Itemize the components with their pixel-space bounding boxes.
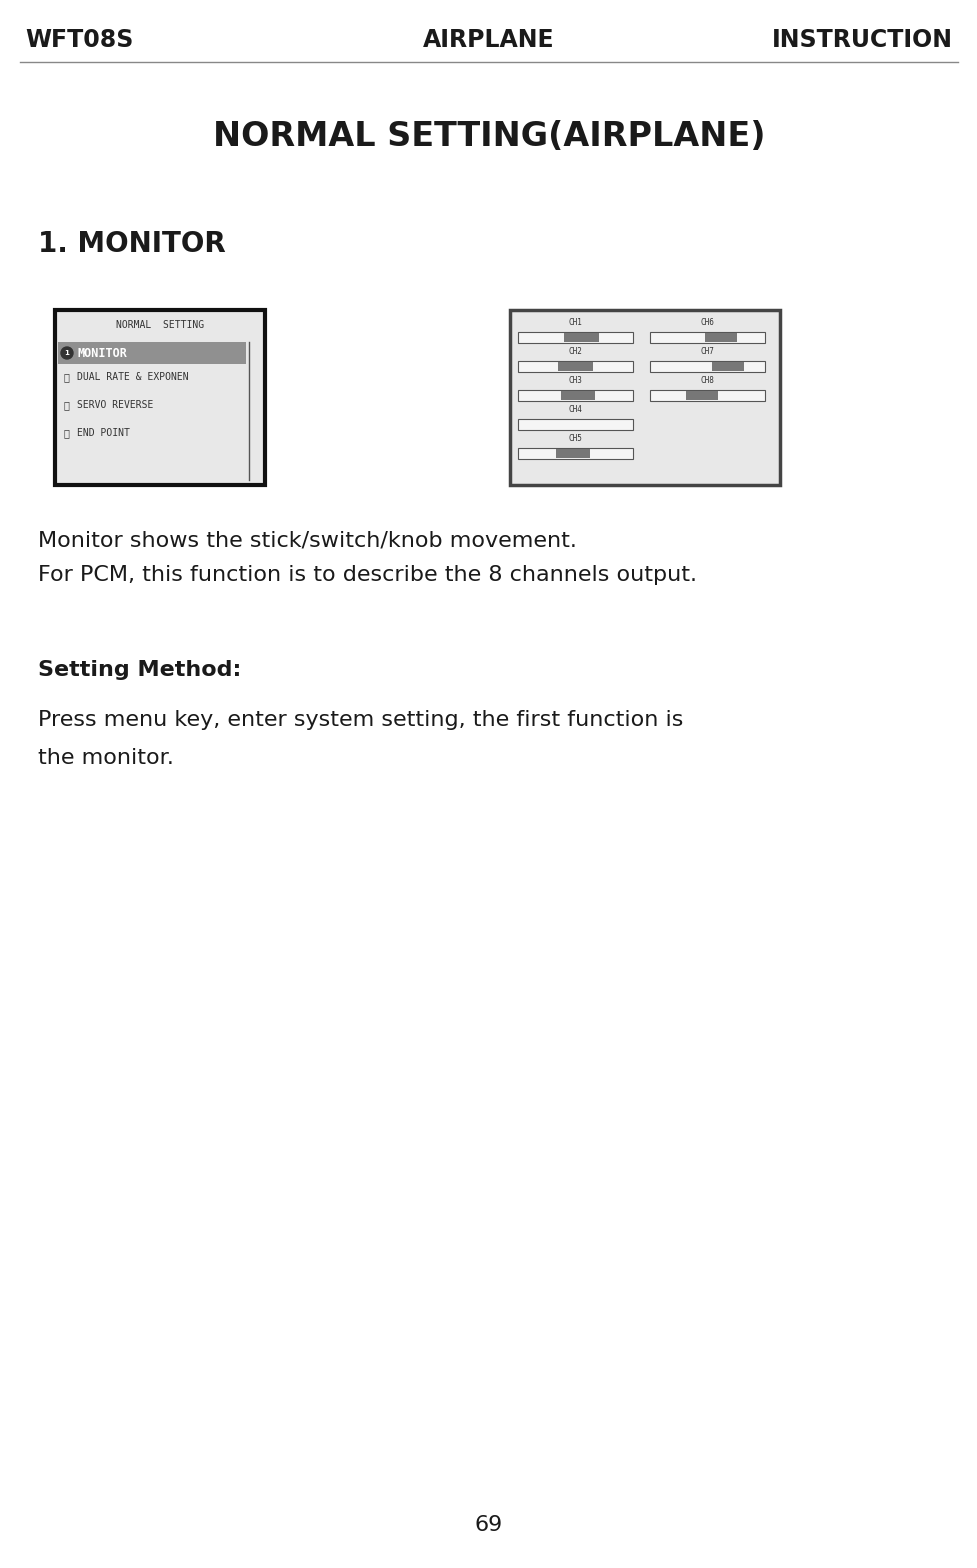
Text: SERVO REVERSE: SERVO REVERSE: [77, 400, 153, 409]
Bar: [560, 390, 594, 400]
Text: NORMAL SETTING(AIRPLANE): NORMAL SETTING(AIRPLANE): [213, 121, 764, 154]
Text: CH5: CH5: [568, 434, 582, 444]
Bar: [518, 448, 632, 459]
Circle shape: [61, 347, 73, 359]
Text: ③: ③: [63, 400, 68, 409]
Text: Monitor shows the stick/switch/knob movement.: Monitor shows the stick/switch/knob move…: [38, 530, 576, 550]
Text: 1. MONITOR: 1. MONITOR: [38, 230, 226, 259]
Bar: [58, 342, 246, 364]
Bar: [518, 332, 632, 343]
Text: Press menu key, enter system setting, the first function is: Press menu key, enter system setting, th…: [38, 710, 683, 731]
Bar: [509, 310, 780, 485]
Text: For PCM, this function is to describe the 8 channels output.: For PCM, this function is to describe th…: [38, 564, 697, 585]
Text: WFT08S: WFT08S: [25, 28, 133, 52]
Bar: [555, 448, 590, 458]
Text: CH3: CH3: [568, 376, 582, 386]
Text: the monitor.: the monitor.: [38, 748, 174, 768]
Text: Setting Method:: Setting Method:: [38, 660, 241, 681]
Text: MONITOR: MONITOR: [77, 347, 127, 359]
Text: AIRPLANE: AIRPLANE: [423, 28, 554, 52]
Text: CH8: CH8: [700, 376, 714, 386]
Bar: [518, 361, 632, 372]
Text: CH2: CH2: [568, 347, 582, 356]
Bar: [650, 390, 764, 401]
Text: INSTRUCTION: INSTRUCTION: [771, 28, 952, 52]
Bar: [55, 310, 265, 485]
Text: CH1: CH1: [568, 318, 582, 328]
Text: ④: ④: [63, 428, 68, 437]
Bar: [685, 390, 717, 400]
Text: CH4: CH4: [568, 405, 582, 414]
Text: 1: 1: [64, 350, 69, 356]
Bar: [704, 332, 737, 342]
Text: ②: ②: [63, 372, 68, 383]
Text: END POINT: END POINT: [77, 428, 130, 437]
Text: CH7: CH7: [700, 347, 714, 356]
Bar: [564, 332, 598, 342]
Bar: [650, 332, 764, 343]
Text: 69: 69: [475, 1515, 502, 1535]
Bar: [711, 362, 743, 372]
Text: CH6: CH6: [700, 318, 714, 328]
Text: NORMAL  SETTING: NORMAL SETTING: [116, 320, 204, 329]
Text: DUAL RATE & EXPONEN: DUAL RATE & EXPONEN: [77, 372, 189, 383]
Bar: [558, 362, 592, 372]
Bar: [518, 419, 632, 430]
Bar: [518, 390, 632, 401]
Bar: [650, 361, 764, 372]
